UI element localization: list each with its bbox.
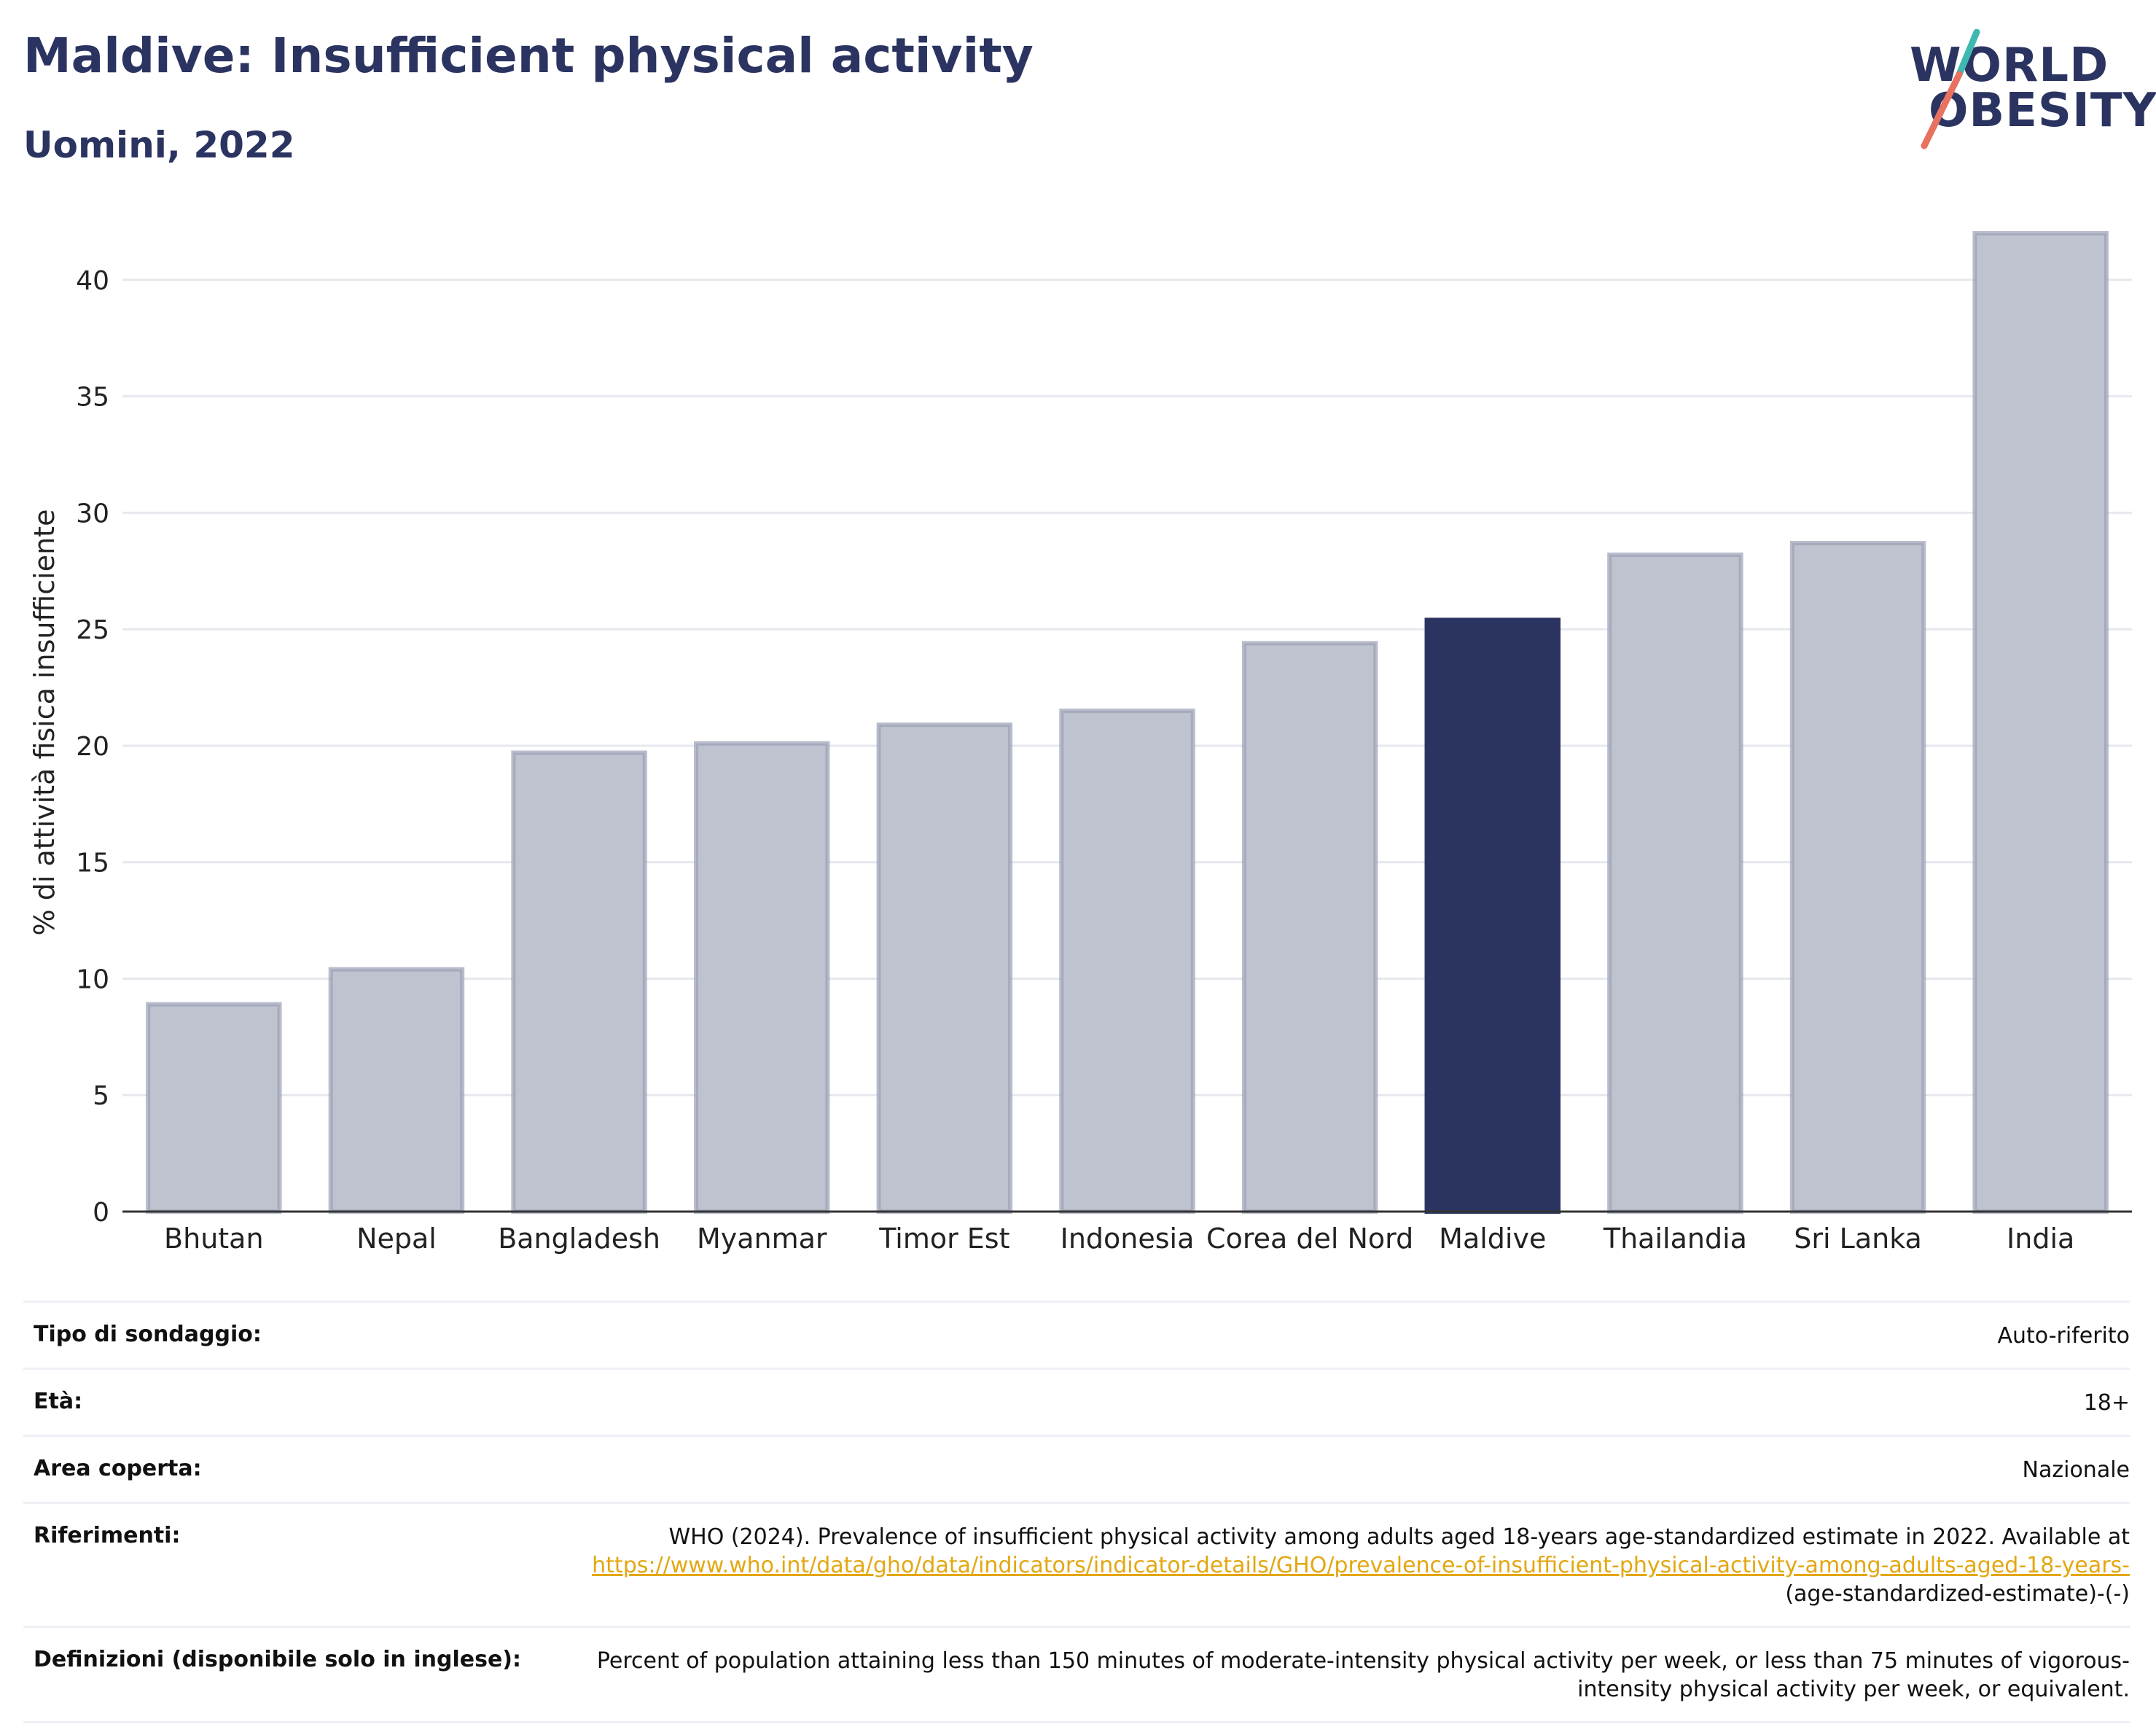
y-tick-label: 25 bbox=[76, 615, 109, 645]
x-tick-label: Maldive bbox=[1439, 1223, 1546, 1255]
reference-tail: (age-standardized-estimate)-(-) bbox=[1785, 1581, 2130, 1607]
meta-value: 18+ bbox=[2083, 1390, 2130, 1416]
bar bbox=[1972, 231, 2109, 1214]
meta-value: WHO (2024). Prevalence of insufficient p… bbox=[563, 1523, 2130, 1608]
meta-label: Tipo di sondaggio: bbox=[34, 1322, 262, 1347]
meta-label: Età: bbox=[34, 1389, 83, 1414]
page-subtitle: Uomini, 2022 bbox=[23, 124, 295, 166]
world-obesity-logo: WORLD OBESITY bbox=[1895, 29, 2156, 160]
page-title: Maldive: Insufficient physical activity bbox=[23, 28, 1034, 84]
bar bbox=[146, 1002, 282, 1214]
x-tick-label: Indonesia bbox=[1061, 1223, 1195, 1255]
x-tick-label: Sri Lanka bbox=[1794, 1223, 1922, 1255]
bar bbox=[693, 741, 830, 1214]
meta-value: Auto-riferito bbox=[1997, 1323, 2130, 1349]
reference-text: WHO (2024). Prevalence of insufficient p… bbox=[668, 1524, 2130, 1550]
meta-value: Percent of population attaining less tha… bbox=[596, 1648, 2130, 1702]
x-tick-label: Nepal bbox=[356, 1223, 437, 1255]
logo-slash-icon bbox=[1921, 29, 1980, 149]
y-tick-label: 40 bbox=[76, 266, 109, 296]
meta-row-area: Area coperta: Nazionale bbox=[23, 1435, 2130, 1502]
bar bbox=[328, 967, 465, 1214]
y-tick-label: 35 bbox=[76, 383, 109, 413]
x-tick-label: Thailandia bbox=[1603, 1223, 1747, 1255]
bar bbox=[1059, 709, 1195, 1214]
bar-chart: 0 5 10 15 20 25 30 35 40 % di attività fisica ins… bbox=[28, 231, 2132, 1255]
meta-value: Nazionale bbox=[2022, 1457, 2130, 1483]
y-tick-label: 20 bbox=[76, 732, 109, 762]
metadata-table: Tipo di sondaggio: Auto-riferito Età: 18… bbox=[23, 1301, 2130, 1723]
bar bbox=[511, 750, 647, 1214]
y-tick-label: 10 bbox=[76, 964, 109, 994]
x-tick-label: Bangladesh bbox=[498, 1223, 660, 1255]
bar bbox=[876, 722, 1013, 1214]
meta-row-survey-type: Tipo di sondaggio: Auto-riferito bbox=[23, 1301, 2130, 1368]
logo-text-line1: WORLD bbox=[1910, 39, 2109, 93]
bar bbox=[1607, 552, 1743, 1214]
x-tick-label: Timor Est bbox=[878, 1223, 1009, 1255]
x-tick-label: Myanmar bbox=[697, 1223, 827, 1255]
reference-link[interactable]: https://www.who.int/data/gho/data/indica… bbox=[592, 1553, 2130, 1578]
logo-text-line2: OBESITY bbox=[1929, 84, 2156, 138]
meta-label: Area coperta: bbox=[34, 1456, 202, 1481]
bar bbox=[1424, 617, 1561, 1214]
meta-row-age: Età: 18+ bbox=[23, 1368, 2130, 1435]
x-tick-label: Corea del Nord bbox=[1206, 1223, 1413, 1255]
bar bbox=[1241, 641, 1378, 1214]
x-tick-label: Bhutan bbox=[164, 1223, 264, 1255]
meta-label: Definizioni (disponibile solo in inglese… bbox=[34, 1647, 521, 1672]
meta-row-references: Riferimenti: WHO (2024). Prevalence of i… bbox=[23, 1502, 2130, 1626]
y-tick-label: 15 bbox=[76, 849, 109, 878]
y-tick-label: 30 bbox=[76, 499, 109, 529]
y-tick-label: 5 bbox=[93, 1081, 109, 1111]
meta-label: Riferimenti: bbox=[34, 1523, 181, 1548]
y-tick-label: 0 bbox=[93, 1198, 109, 1228]
x-tick-label: India bbox=[2007, 1223, 2074, 1255]
y-axis-title: % di attività fisica insufficiente bbox=[28, 510, 60, 936]
bar bbox=[1789, 540, 1926, 1214]
meta-row-definitions: Definizioni (disponibile solo in inglese… bbox=[23, 1626, 2130, 1723]
